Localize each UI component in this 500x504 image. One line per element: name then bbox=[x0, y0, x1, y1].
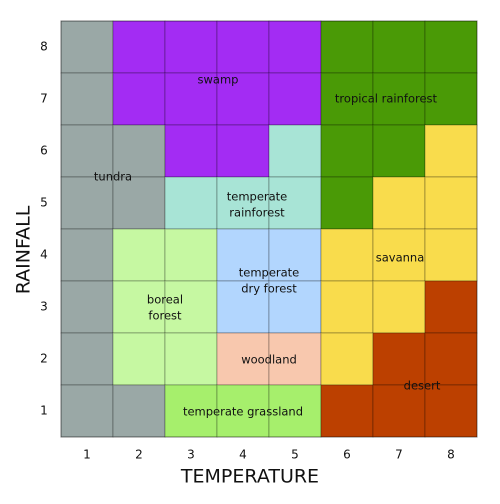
grid-cell bbox=[372, 384, 426, 438]
grid-cell bbox=[60, 280, 114, 334]
grid-cell bbox=[372, 176, 426, 230]
grid-cell bbox=[320, 124, 374, 178]
grid-cell bbox=[60, 228, 114, 282]
biome-label: temperate grassland bbox=[183, 405, 303, 419]
grid-cell bbox=[60, 332, 114, 386]
biome-label: boreal bbox=[147, 293, 183, 307]
grid-cell bbox=[216, 72, 270, 126]
grid-cell bbox=[112, 332, 166, 386]
grid-cell bbox=[112, 228, 166, 282]
grid-cell bbox=[268, 124, 322, 178]
grid-cell bbox=[372, 332, 426, 386]
y-tick-label: 6 bbox=[40, 144, 48, 158]
grid-cell bbox=[216, 20, 270, 74]
grid-cell bbox=[112, 20, 166, 74]
biome-label: tundra bbox=[94, 170, 132, 184]
grid-cell bbox=[216, 228, 270, 282]
grid-cell bbox=[372, 228, 426, 282]
grid-cell bbox=[424, 384, 478, 438]
grid-cell bbox=[112, 72, 166, 126]
grid-cell bbox=[424, 228, 478, 282]
biome-label: temperate bbox=[239, 266, 300, 280]
grid-cell bbox=[60, 176, 114, 230]
x-tick-label: 3 bbox=[187, 448, 195, 462]
biome-label: savanna bbox=[376, 251, 425, 265]
grid-cell bbox=[320, 280, 374, 334]
grid-cell bbox=[60, 72, 114, 126]
grid-cell bbox=[320, 332, 374, 386]
grid-cell bbox=[424, 176, 478, 230]
biome-label: forest bbox=[148, 309, 182, 323]
grid-cell bbox=[164, 72, 218, 126]
grid-cell bbox=[424, 280, 478, 334]
grid-cell bbox=[164, 280, 218, 334]
y-tick-label: 2 bbox=[40, 352, 48, 366]
x-tick-label: 1 bbox=[83, 448, 91, 462]
grid-cell bbox=[60, 124, 114, 178]
grid-cell bbox=[268, 384, 322, 438]
grid-cell bbox=[268, 72, 322, 126]
grid-cell bbox=[60, 384, 114, 438]
x-tick-label: 2 bbox=[135, 448, 143, 462]
grid-cell bbox=[216, 384, 270, 438]
biome-label: tropical rainforest bbox=[335, 92, 438, 106]
grid-cell bbox=[320, 72, 374, 126]
biome-label: swamp bbox=[198, 73, 239, 87]
grid-cell bbox=[320, 384, 374, 438]
grid-cell bbox=[320, 20, 374, 74]
grid-cell bbox=[60, 20, 114, 74]
y-tick-label: 3 bbox=[40, 300, 48, 314]
grid-cell bbox=[372, 280, 426, 334]
grid-cell bbox=[268, 332, 322, 386]
grid-cell bbox=[268, 20, 322, 74]
grid-cell bbox=[216, 124, 270, 178]
grid-cell bbox=[164, 176, 218, 230]
biome-label: woodland bbox=[241, 353, 297, 367]
grid-cell bbox=[424, 124, 478, 178]
y-tick-label: 7 bbox=[40, 92, 48, 106]
grid-cell bbox=[112, 280, 166, 334]
y-tick-label: 8 bbox=[40, 40, 48, 54]
grid-cell bbox=[216, 176, 270, 230]
x-tick-label: 4 bbox=[239, 448, 247, 462]
biome-label: desert bbox=[404, 379, 441, 393]
biome-label: rainforest bbox=[229, 206, 285, 220]
y-tick-label: 1 bbox=[40, 404, 48, 418]
grid-cell bbox=[164, 20, 218, 74]
grid-cell bbox=[164, 124, 218, 178]
grid-cell bbox=[320, 228, 374, 282]
y-axis-label: RAINFALL bbox=[13, 205, 35, 294]
grid-cell bbox=[164, 384, 218, 438]
plot-border bbox=[60, 20, 478, 438]
grid-cell bbox=[112, 176, 166, 230]
grid-cell bbox=[164, 332, 218, 386]
biome-label: temperate bbox=[227, 190, 288, 204]
grid-cell bbox=[320, 176, 374, 230]
biome-label: dry forest bbox=[241, 282, 297, 296]
grid-cell bbox=[164, 228, 218, 282]
grid-cell bbox=[372, 124, 426, 178]
y-tick-label: 4 bbox=[40, 248, 48, 262]
y-tick-label: 5 bbox=[40, 196, 48, 210]
grid-cell bbox=[424, 20, 478, 74]
x-tick-label: 6 bbox=[343, 448, 351, 462]
x-tick-label: 7 bbox=[395, 448, 403, 462]
x-tick-label: 8 bbox=[447, 448, 455, 462]
grid-cell bbox=[372, 20, 426, 74]
x-axis-label: TEMPERATURE bbox=[180, 466, 319, 488]
grid-cell bbox=[268, 280, 322, 334]
x-tick-label: 5 bbox=[291, 448, 299, 462]
grid-cell bbox=[112, 384, 166, 438]
grid-cell bbox=[424, 332, 478, 386]
